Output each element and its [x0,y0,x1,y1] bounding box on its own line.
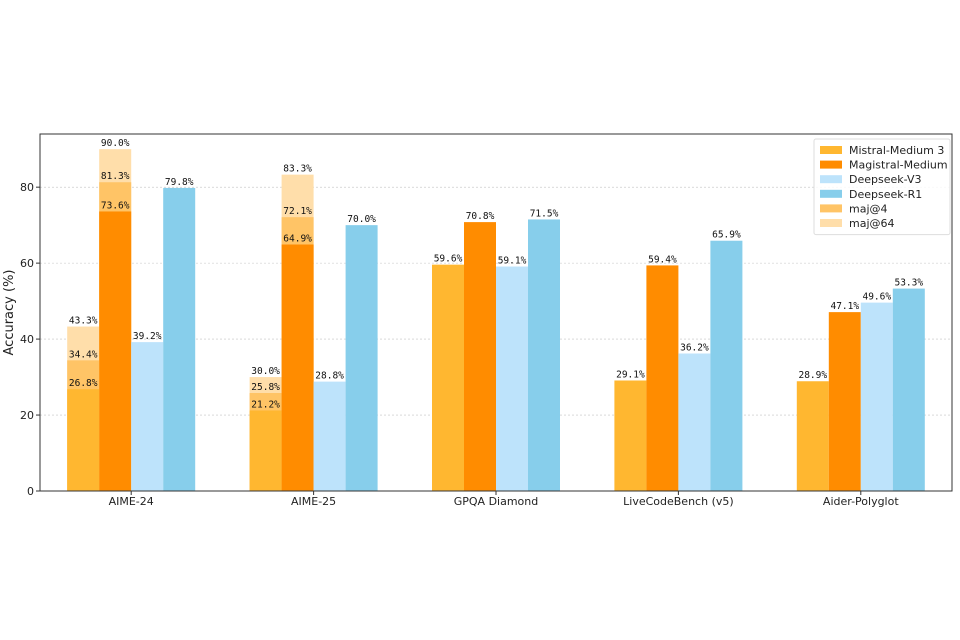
bar-value-label: 28.9% [798,370,827,381]
legend-label: maj@64 [849,217,895,230]
y-tick-label: 80 [20,181,34,194]
bar-value-label: 73.6% [101,200,130,211]
bar-value-label-maj4: 81.3% [101,171,130,182]
bar-value-label: 70.0% [347,214,376,225]
x-tick-label: AIME-24 [109,495,154,508]
bar-mistral-medium-3 [67,389,100,491]
bar-value-label-maj64: 83.3% [283,164,312,175]
legend-label: Magistral-Medium [849,159,948,172]
legend-box [813,138,951,236]
y-tick-label: 20 [20,409,34,422]
x-tick-label: AIME-25 [291,495,336,508]
legend-swatch [820,146,842,154]
bar-value-label-maj64: 30.0% [251,366,280,377]
legend-label: maj@4 [849,202,888,215]
bar-value-label: 39.2% [133,331,162,342]
bar-value-label-maj4: 25.8% [251,382,280,393]
bar-mistral-medium-3 [432,264,464,491]
bar-value-label: 71.5% [530,208,559,219]
bar-value-label: 49.6% [862,292,891,303]
bars [67,149,925,492]
bar-deepseek-v3 [496,266,528,491]
legend-swatch [820,204,842,213]
bar-value-label: 70.8% [466,211,495,222]
legend-swatch [820,189,842,198]
y-tick-label: 0 [27,485,34,498]
bar-value-label-maj64: 43.3% [69,316,98,327]
bar-value-label: 53.3% [894,278,923,289]
bar-deepseek-r1 [345,225,378,492]
axis-ticks: 0 20 40 60 80 AIME-24 AIME-25 GPQA Diamond LiveC… [20,181,899,508]
bar-value-labels: 26.8% 34.4% 43.3% 73.6% 81.3% 90.0% 39.2% 79.8%… [69,138,923,410]
bar-value-label: 47.1% [830,301,859,312]
bar-deepseek-v3 [678,353,711,491]
x-tick-label: LiveCodeBench (v5) [623,495,734,508]
y-tick-label: 60 [20,257,34,270]
bar-value-label: 65.9% [712,230,741,241]
bar-value-label-maj4: 34.4% [69,349,98,360]
bar-value-label: 21.2% [251,399,280,410]
x-tick-label: Aider-Polyglot [823,495,899,508]
bar-deepseek-r1 [710,240,743,491]
bar-deepseek-r1 [528,219,560,491]
bar-mistral-medium-3 [796,381,829,491]
bar-deepseek-v3 [860,302,893,491]
bar-value-label: 26.8% [69,378,98,389]
bar-value-label-maj4: 72.1% [283,206,312,217]
bar-value-label: 64.9% [283,234,312,245]
bar-magistral-medium [646,265,679,491]
bar-deepseek-r1 [892,288,925,491]
bar-value-label: 59.6% [434,254,463,265]
bar-magistral-medium [281,244,314,491]
y-tick-label: 40 [20,333,34,346]
legend-label: Deepseek-R1 [849,188,922,201]
legend-label: Deepseek-V3 [849,173,921,186]
legend-swatch [820,160,842,169]
bar-magistral-medium [464,222,496,491]
bar-magistral-medium [99,211,132,491]
bar-value-label: 29.1% [616,369,645,380]
legend-swatch [820,219,842,227]
bar-deepseek-r1 [163,187,196,491]
bar-deepseek-v3 [131,342,164,491]
bar-mistral-medium-3 [614,380,647,491]
bar-value-label: 59.4% [648,254,677,265]
bar-value-label: 79.8% [165,177,194,188]
legend-swatch [820,175,842,184]
bar-magistral-medium [828,312,861,491]
legend: Mistral-Medium 3Magistral-MediumDeepseek… [813,138,951,236]
y-axis-title: Accuracy (%) [2,270,17,356]
bar-mistral-medium-3 [249,410,282,491]
bar-value-label-maj64: 90.0% [101,138,130,149]
bar-value-label: 36.2% [680,343,709,354]
bar-value-label: 28.8% [315,371,344,382]
legend-label: Mistral-Medium 3 [849,144,944,157]
bar-value-label: 59.1% [498,256,527,267]
bar-deepseek-v3 [313,381,346,491]
x-tick-label: GPQA Diamond [454,495,539,508]
